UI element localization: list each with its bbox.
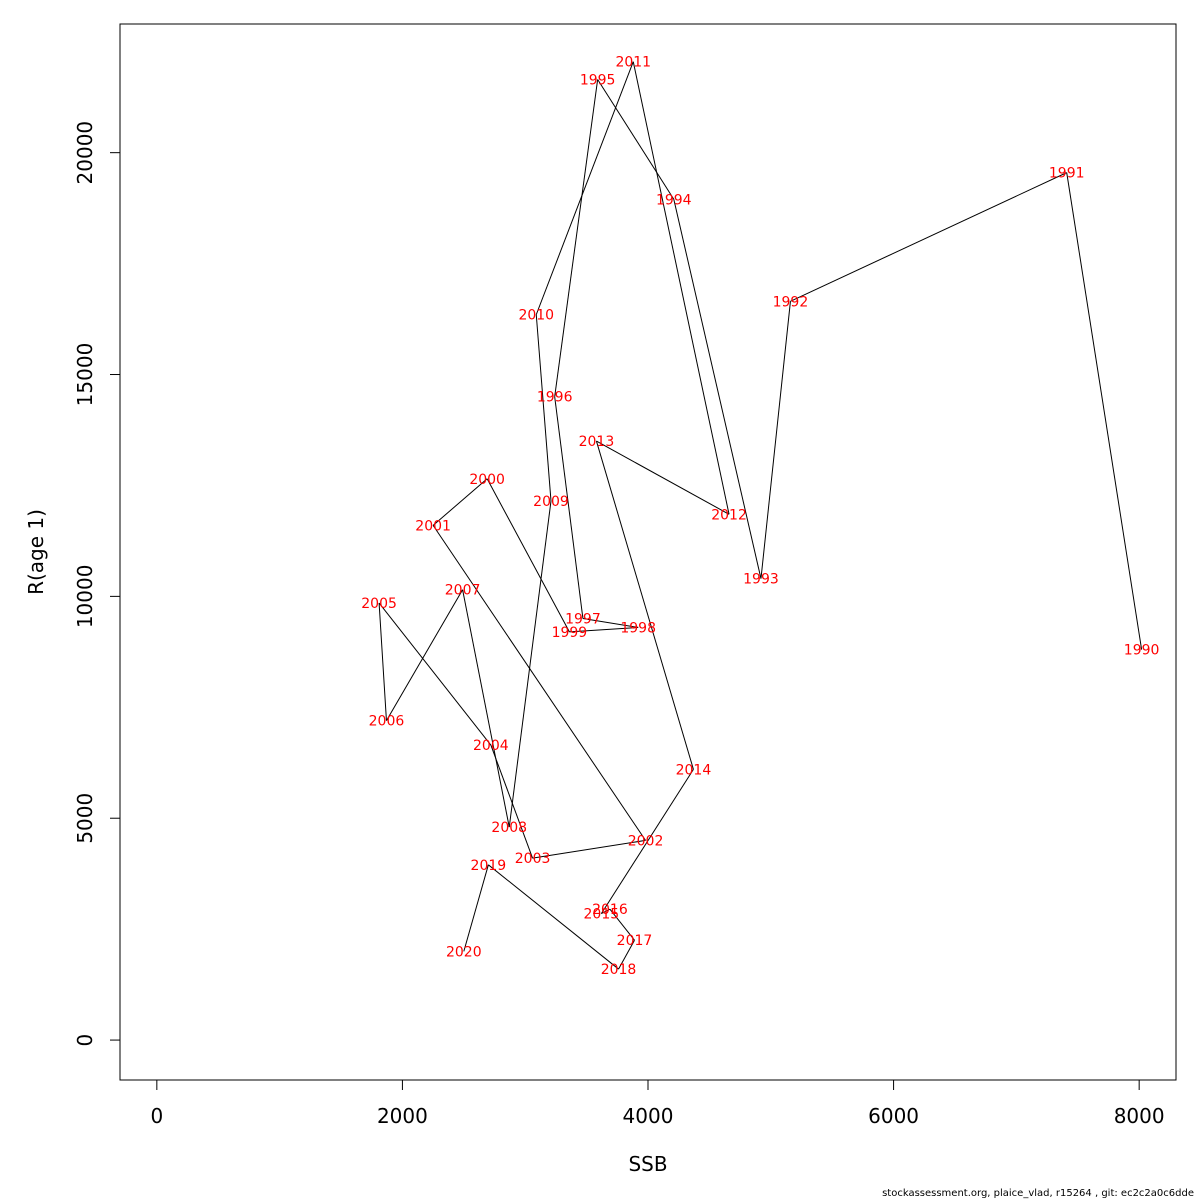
- x-axis-title: SSB: [628, 1152, 667, 1176]
- footer-credit: stockassessment.org, plaice_vlad, r15264…: [882, 1188, 1194, 1199]
- series-segment: [609, 908, 635, 941]
- point-label-1991: 1991: [1049, 166, 1085, 182]
- point-label-2009: 2009: [533, 494, 569, 510]
- series-segment: [601, 908, 611, 915]
- point-label-1993: 1993: [743, 572, 779, 588]
- point-label-2013: 2013: [579, 434, 615, 450]
- series-segment: [760, 301, 791, 579]
- series-segment: [463, 864, 489, 952]
- point-label-2004: 2004: [473, 738, 509, 754]
- series-segment: [790, 172, 1067, 302]
- point-labels: 1990 1991 1992 1993 1994 1995 1996 1997 1998 1999…: [361, 55, 1159, 978]
- point-label-1997: 1997: [565, 612, 601, 628]
- series-segment: [378, 602, 492, 746]
- point-label-1994: 1994: [656, 192, 692, 208]
- plot-area-frame: [119, 23, 1177, 1081]
- y-axis: 0 5000 10000 15000 20000: [73, 121, 121, 1047]
- series-segment: [554, 396, 584, 619]
- point-label-2000: 2000: [469, 472, 505, 488]
- x-tick-label: 6000: [868, 1104, 919, 1128]
- y-tick-label: 0: [73, 1034, 97, 1047]
- series-segment: [597, 79, 675, 200]
- point-label-2015: 2015: [584, 907, 620, 923]
- series-segment: [535, 61, 634, 315]
- series-segment: [1066, 172, 1143, 650]
- point-label-2018: 2018: [601, 962, 637, 978]
- series-segment: [386, 589, 464, 721]
- x-axis: 0 2000 4000 6000 8000: [150, 1079, 1165, 1128]
- series-segment: [632, 61, 730, 515]
- series-segment: [462, 589, 510, 828]
- series-segment: [508, 500, 552, 828]
- series-segment: [569, 626, 639, 633]
- point-label-2017: 2017: [617, 933, 653, 949]
- series-segment: [554, 79, 599, 397]
- point-label-1999: 1999: [552, 625, 588, 641]
- series-segment: [596, 440, 730, 515]
- point-label-2001: 2001: [415, 518, 451, 534]
- point-label-2012: 2012: [711, 507, 747, 523]
- x-tick-label: 8000: [1114, 1104, 1165, 1128]
- series-path: [378, 61, 1143, 970]
- series-segment: [595, 440, 694, 770]
- y-axis-title: R(age 1): [24, 509, 48, 595]
- point-label-2006: 2006: [369, 714, 405, 730]
- x-tick-label: 0: [150, 1104, 163, 1128]
- y-tick-label: 15000: [73, 343, 97, 407]
- point-label-2011: 2011: [615, 55, 651, 71]
- series-segment: [618, 939, 635, 970]
- y-tick-label: 10000: [73, 565, 97, 629]
- x-tick-label: 4000: [623, 1104, 674, 1128]
- point-label-2002: 2002: [628, 833, 664, 849]
- point-label-2016: 2016: [592, 902, 628, 918]
- point-label-2019: 2019: [471, 858, 507, 874]
- x-tick-label: 2000: [377, 1104, 428, 1128]
- point-label-2014: 2014: [676, 762, 712, 778]
- y-tick-label: 5000: [73, 793, 97, 844]
- point-label-2008: 2008: [491, 820, 527, 836]
- series-segment: [378, 602, 387, 721]
- series-segment: [490, 744, 534, 859]
- point-label-2005: 2005: [361, 596, 397, 612]
- point-label-2010: 2010: [518, 308, 554, 324]
- point-label-1998: 1998: [620, 620, 656, 636]
- series-segment: [432, 478, 488, 526]
- y-tick-label: 20000: [73, 121, 97, 185]
- point-label-1990: 1990: [1124, 643, 1160, 659]
- point-label-1995: 1995: [580, 72, 616, 88]
- series-segment: [432, 525, 646, 841]
- series-segment: [535, 314, 552, 502]
- series-segment: [673, 199, 762, 579]
- series-segment: [488, 864, 619, 970]
- series-segment: [582, 618, 639, 628]
- point-label-2020: 2020: [446, 944, 482, 960]
- series-segment: [600, 769, 694, 914]
- point-label-2003: 2003: [515, 851, 551, 867]
- series-segment: [532, 839, 646, 859]
- point-label-2007: 2007: [445, 583, 481, 599]
- series-segment: [486, 478, 570, 633]
- point-label-1992: 1992: [773, 294, 809, 310]
- point-label-1996: 1996: [537, 390, 573, 406]
